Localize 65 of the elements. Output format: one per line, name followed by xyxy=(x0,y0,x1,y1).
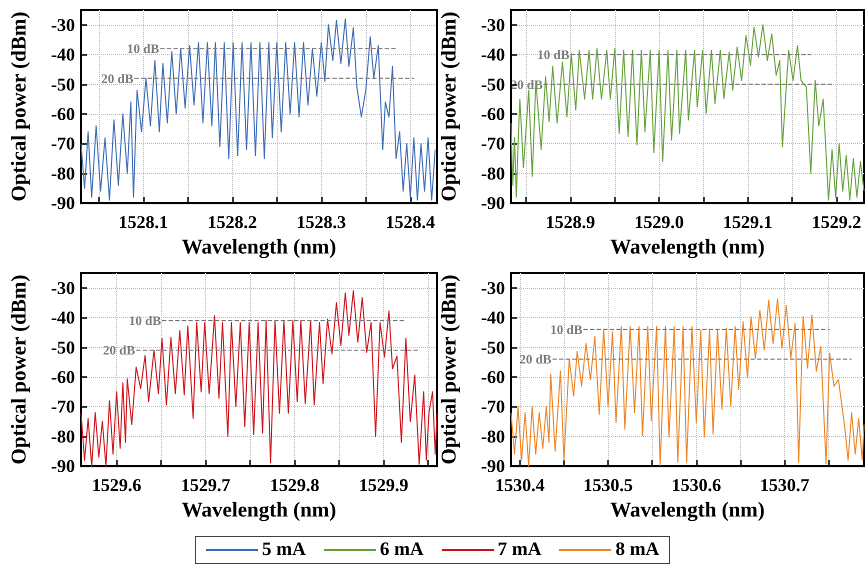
y-tick-label: -60 xyxy=(481,104,505,124)
legend-label: 5 mA xyxy=(262,539,306,561)
y-tick-label: -80 xyxy=(481,163,505,184)
line-series xyxy=(510,24,865,201)
y-tick-label: -50 xyxy=(51,74,75,94)
y-tick-label: -40 xyxy=(481,44,505,65)
x-tick-label: 1529.1 xyxy=(723,212,773,232)
y-tick-label: -80 xyxy=(51,426,75,446)
y-tick-label: -70 xyxy=(481,396,505,417)
y-tick-label: -30 xyxy=(481,278,505,298)
y-tick-label: -90 xyxy=(481,193,505,214)
x-axis-title: Wavelength (nm) xyxy=(182,498,336,522)
line-series xyxy=(80,18,436,201)
y-tick-label: -50 xyxy=(481,337,505,358)
y-tick-label: -60 xyxy=(51,366,75,387)
x-tick-label: 1528.9 xyxy=(546,212,596,232)
annotation: 20 dB xyxy=(519,352,552,367)
y-axis-title: Optical power (dBm) xyxy=(436,274,460,464)
y-tick-label: -30 xyxy=(481,14,505,35)
x-axis-title: Wavelength (nm) xyxy=(182,234,336,258)
y-tick-label: -30 xyxy=(51,14,75,35)
annotation: 10 dB xyxy=(550,322,583,337)
y-tick-label: -80 xyxy=(481,426,505,446)
y-tick-label: -60 xyxy=(481,366,505,387)
x-tick-label: 1530.6 xyxy=(672,475,722,496)
x-tick-label: 1528.2 xyxy=(208,212,258,232)
y-tick-label: -30 xyxy=(51,278,75,298)
annotation: 20 dB xyxy=(103,342,136,358)
y-tick-label: -70 xyxy=(51,134,75,154)
x-tick-label: 1529.0 xyxy=(634,212,684,232)
x-tick-label: 1528.4 xyxy=(386,212,436,232)
y-tick-label: -40 xyxy=(51,308,75,328)
x-tick-label: 1529.6 xyxy=(92,475,142,496)
x-tick-label: 1530.7 xyxy=(760,475,810,496)
y-tick-label: -80 xyxy=(51,163,75,184)
x-tick-label: 1530.5 xyxy=(583,475,633,496)
y-tick-label: -60 xyxy=(51,104,75,124)
legend-label: 6 mA xyxy=(380,539,424,561)
y-axis-title: Optical power (dBm) xyxy=(436,12,460,202)
annotation: 10 dB xyxy=(127,41,160,56)
y-tick-label: -90 xyxy=(51,456,75,476)
legend-label: 7 mA xyxy=(498,539,542,561)
y-tick-label: -70 xyxy=(481,134,505,154)
annotation: 10 dB xyxy=(128,313,162,328)
y-tick-label: -40 xyxy=(51,44,75,65)
x-tick-label: 1529.2 xyxy=(812,212,862,232)
x-tick-label: 1528.3 xyxy=(296,212,346,232)
legend-label: 8 mA xyxy=(615,539,660,561)
x-tick-label: 1530.4 xyxy=(495,475,545,496)
x-tick-label: 1529.9 xyxy=(358,475,408,496)
y-tick-label: -90 xyxy=(481,456,505,476)
y-tick-label: -50 xyxy=(51,337,75,358)
y-tick-label: -50 xyxy=(481,74,505,94)
x-axis-title: Wavelength (nm) xyxy=(610,234,765,258)
y-axis-title: Optical power (dBm) xyxy=(6,12,30,202)
annotation: 20 dB xyxy=(101,70,134,86)
x-tick-label: 1529.7 xyxy=(180,475,230,496)
y-tick-label: -40 xyxy=(481,308,505,328)
annotation: 10 dB xyxy=(537,47,570,62)
x-tick-label: 1528.1 xyxy=(118,212,168,232)
x-tick-label: 1529.8 xyxy=(270,475,320,496)
y-tick-label: -70 xyxy=(51,396,75,417)
y-axis-title: Optical power (dBm) xyxy=(6,274,30,464)
x-axis-title: Wavelength (nm) xyxy=(610,498,765,522)
y-tick-label: -90 xyxy=(51,193,75,214)
